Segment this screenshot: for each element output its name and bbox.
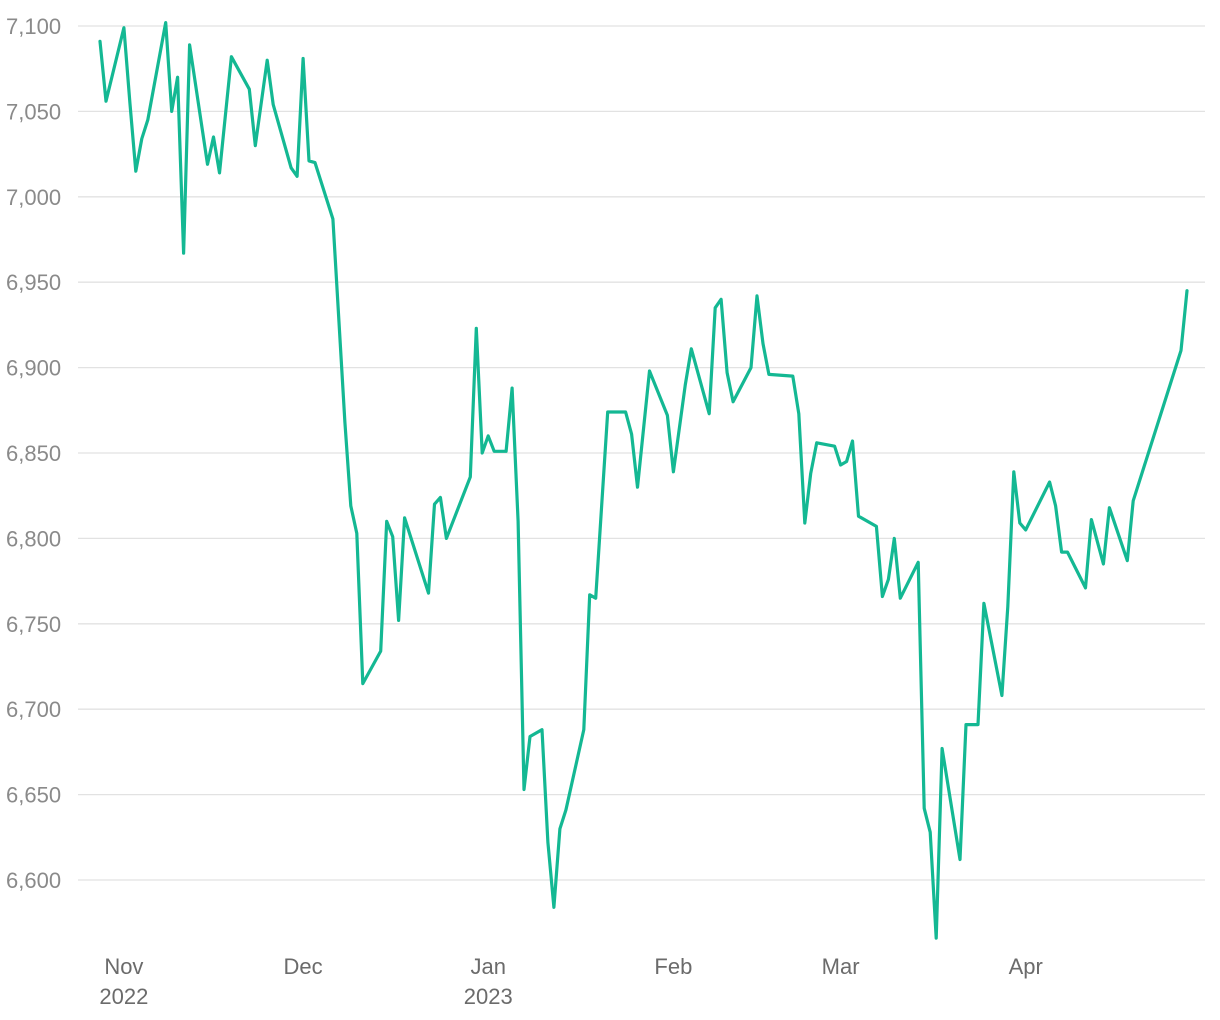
y-tick-label: 6,950: [6, 270, 61, 295]
y-tick-label: 6,900: [6, 356, 61, 381]
y-tick-label: 6,700: [6, 697, 61, 722]
x-tick-label: Apr: [1009, 954, 1043, 979]
y-tick-label: 6,750: [6, 612, 61, 637]
y-axis-ticks: 7,100 7,050 7,000 6,950 6,900 6,850 6,800 6,750…: [6, 14, 61, 893]
x-tick-year-label: 2022: [99, 984, 148, 1009]
y-tick-label: 6,650: [6, 783, 61, 808]
x-tick-year-label: 2023: [464, 984, 513, 1009]
y-tick-label: 7,050: [6, 99, 61, 124]
y-tick-label: 6,850: [6, 441, 61, 466]
series-line: [98, 21, 1189, 940]
series-group: [98, 21, 1189, 940]
x-tick-label: Nov: [104, 954, 143, 979]
x-tick-label: Jan: [470, 954, 505, 979]
y-tick-label: 7,000: [6, 185, 61, 210]
x-tick-label: Dec: [284, 954, 323, 979]
y-tick-label: 7,100: [6, 14, 61, 39]
x-tick-label: Mar: [822, 954, 860, 979]
x-tick-label: Feb: [654, 954, 692, 979]
x-axis-ticks: Nov 2022 Dec Jan 2023 Feb Mar Apr: [99, 954, 1042, 1009]
y-tick-label: 6,800: [6, 526, 61, 551]
y-tick-label: 6,600: [6, 868, 61, 893]
